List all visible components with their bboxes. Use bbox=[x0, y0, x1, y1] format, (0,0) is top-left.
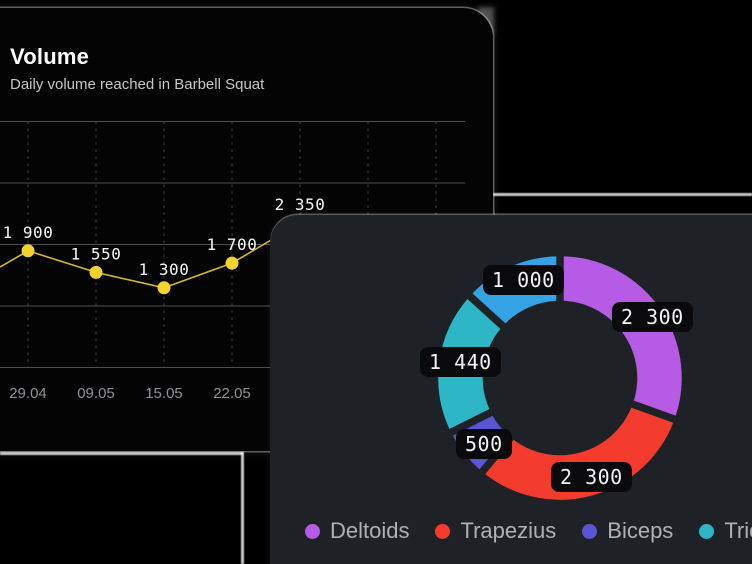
grain-divider-right bbox=[493, 193, 752, 196]
legend-dot-icon bbox=[699, 523, 715, 539]
x-axis-tick-label: 22.05 bbox=[213, 385, 251, 402]
data-point-label: 1 550 bbox=[71, 244, 122, 263]
data-point-label: 1 700 bbox=[207, 235, 258, 254]
volume-line-chart: 1 900 1 550 1 300 1 700 2 350 29.04 09.05 15.05… bbox=[0, 121, 465, 402]
x-axis-tick-label: 09.05 bbox=[77, 385, 115, 402]
legend-label: Biceps bbox=[607, 518, 674, 543]
muscle-distribution-card: 2 300 2 300 500 1 440 1 000 Deltoids Trapeziu… bbox=[270, 215, 752, 564]
data-point bbox=[157, 281, 171, 295]
legend-label: Deltoids bbox=[330, 518, 410, 543]
grain-divider-bottom-left-horizontal bbox=[0, 452, 243, 455]
legend-label: Triceps bbox=[724, 518, 752, 543]
segment-value-badge: 2 300 bbox=[612, 302, 693, 332]
data-point bbox=[225, 256, 239, 270]
legend-item-trapezius[interactable]: Trapezius bbox=[435, 518, 556, 544]
data-point-label: 1 300 bbox=[139, 260, 190, 279]
segment-value-badge: 500 bbox=[456, 429, 512, 459]
page-title: Volume bbox=[10, 44, 90, 69]
segment-value-badge: 1 440 bbox=[420, 347, 501, 377]
x-axis-tick-label: 29.04 bbox=[9, 385, 47, 402]
data-point bbox=[89, 265, 103, 279]
data-point-label: 1 900 bbox=[3, 223, 54, 242]
data-point-label: 2 350 bbox=[275, 195, 326, 214]
legend-item-deltoids[interactable]: Deltoids bbox=[305, 518, 409, 544]
legend-dot-icon bbox=[305, 523, 320, 539]
grain-divider-bottom-left-vertical bbox=[241, 452, 244, 564]
legend-dot-icon bbox=[582, 523, 598, 539]
x-axis-tick-label: 15.05 bbox=[145, 385, 183, 402]
volume-card-header: Volume Daily volume reached in Barbell S… bbox=[0, 8, 493, 93]
legend-dot-icon bbox=[435, 523, 451, 539]
segment-value-badge: 2 300 bbox=[551, 462, 632, 492]
legend-item-biceps[interactable]: Biceps bbox=[582, 518, 673, 544]
donut-legend: Deltoids Trapezius Biceps Triceps bbox=[305, 518, 752, 544]
card-subtitle: Daily volume reached in Barbell Squat bbox=[10, 76, 265, 93]
segment-value-badge: 1 000 bbox=[483, 265, 564, 295]
donut-segment-deltoids bbox=[561, 253, 685, 419]
legend-item-triceps[interactable]: Triceps bbox=[699, 518, 752, 544]
legend-label: Trapezius bbox=[460, 518, 557, 543]
data-point bbox=[21, 244, 35, 258]
